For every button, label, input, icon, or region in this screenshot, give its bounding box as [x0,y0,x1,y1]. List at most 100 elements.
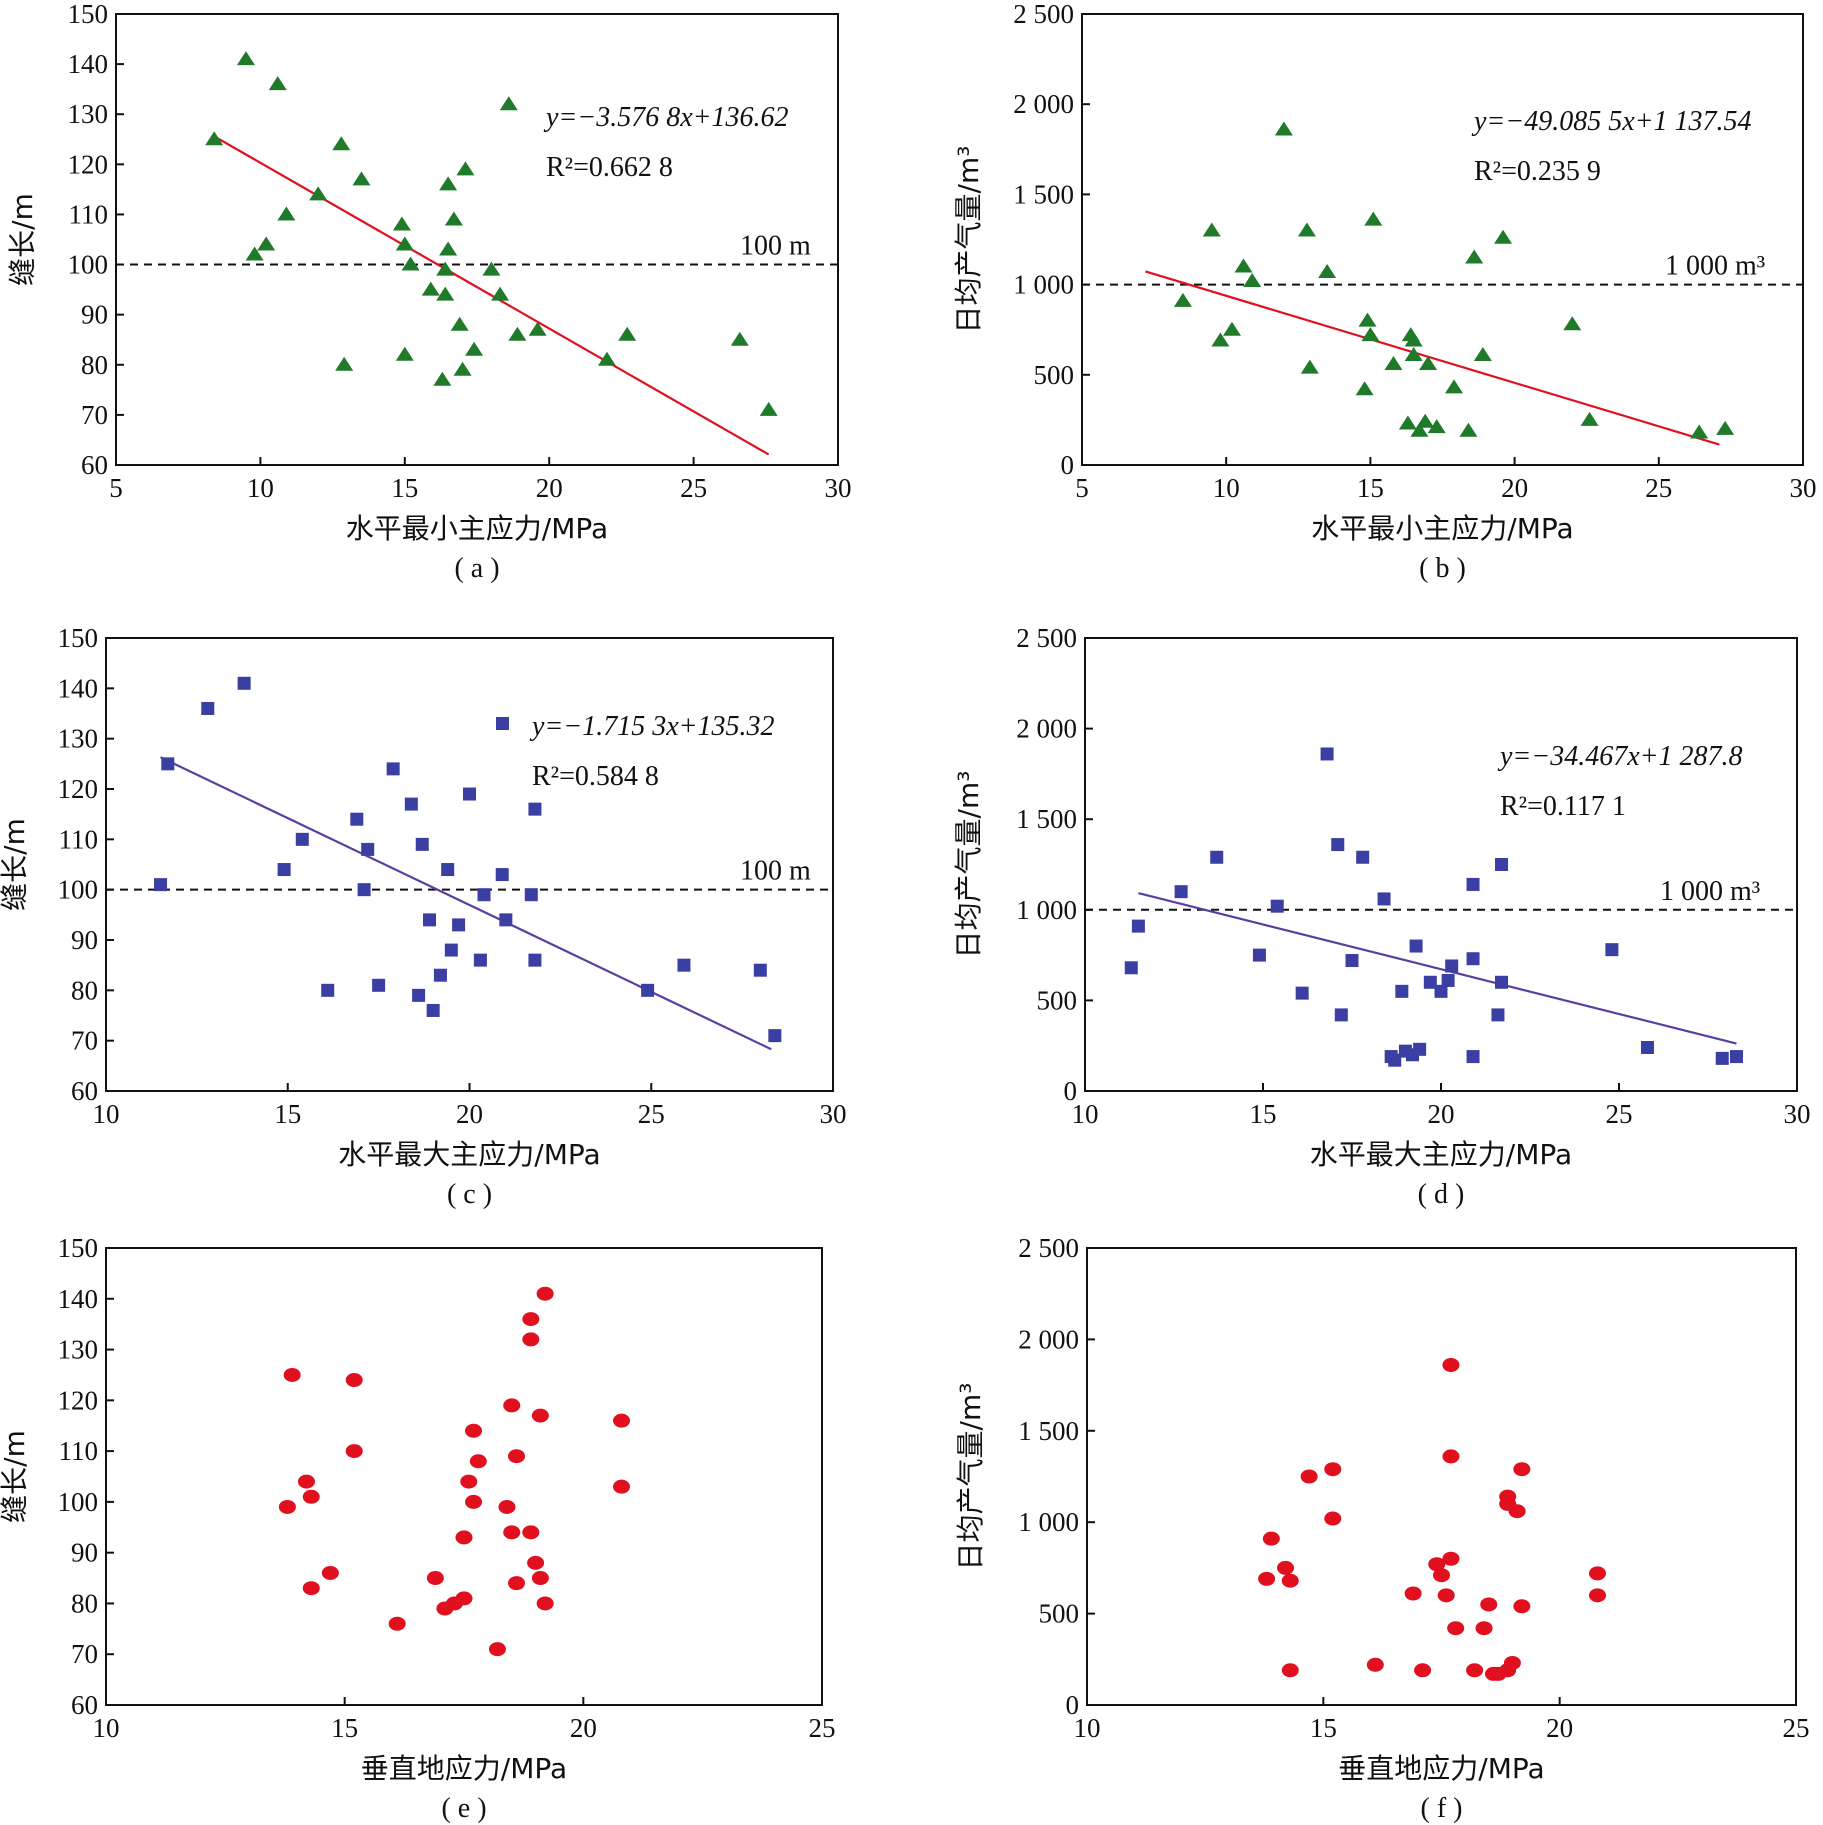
data-point [1473,346,1492,361]
data-point [321,983,335,997]
data-point [1459,422,1478,437]
data-point [1281,1663,1299,1678]
data-point [412,988,426,1002]
data-point [1277,1560,1295,1575]
x-tick-label: 5 [1075,473,1089,503]
fit-line [213,135,770,456]
x-tick-label: 30 [820,1099,847,1129]
data-point [415,837,429,851]
y-tick-label: 1 500 [1018,1416,1079,1446]
data-point [439,241,458,256]
data-point [332,136,351,151]
y-axis-label: 缝长/m [0,818,31,911]
data-point [1345,954,1359,968]
data-point [361,842,375,856]
x-tick-label: 25 [809,1713,836,1743]
data-point [528,953,542,967]
data-point [321,1565,339,1580]
x-axis-label: 水平最小主应力/MPa [1311,512,1573,545]
data-point [421,281,440,296]
y-tick-label: 1 000 [1016,895,1077,925]
fit-line [1138,892,1737,1045]
data-point [463,787,476,801]
data-point [1475,1621,1493,1636]
x-tick-label: 15 [274,1099,301,1129]
data-point [522,1332,540,1347]
y-tick-label: 80 [81,350,108,380]
x-tick-label: 30 [1790,473,1817,503]
y-axis-label: 日均产气量/m³ [952,771,985,959]
y-tick-label: 60 [71,1076,98,1106]
data-point [465,1423,483,1438]
data-point [1445,379,1464,394]
data-point [1503,1655,1521,1670]
y-tick-label: 150 [58,623,99,653]
data-point [1716,420,1735,435]
data-point [1563,316,1582,331]
y-tick-label: 500 [1034,360,1075,390]
data-point [1356,850,1370,864]
reference-label: 100 m [740,231,811,262]
data-point [527,1555,545,1570]
data-point [536,1596,554,1611]
data-point [1364,211,1383,226]
y-axis-label: 日均产气量/m³ [952,146,985,334]
data-point [1466,1663,1484,1678]
y-tick-label: 130 [58,1335,99,1365]
x-tick-label: 10 [93,1713,120,1743]
data-point [1442,1357,1460,1372]
plot-frame [105,1247,823,1706]
panel-b: 5 10 15 20 25 30 0 500 1 000 1 500 2 000 2 500 水平最小主… [952,0,1817,584]
y-tick-label: 2 500 [1013,0,1074,29]
data-point [1441,973,1455,987]
data-point [1358,312,1377,327]
y-tick-label: 0 [1066,1690,1080,1720]
data-point [1395,984,1409,998]
data-point [277,206,296,221]
x-tick-label: 10 [93,1099,120,1129]
y-tick-label: 110 [69,199,109,229]
data-point [450,316,469,331]
data-point [1388,1053,1402,1067]
data-point [1414,1663,1432,1678]
fit-r2: R²=0.584 8 [532,761,659,792]
data-point [1413,1042,1427,1056]
x-axis-label: 水平最大主应力/MPa [1310,1138,1572,1171]
data-point [1355,381,1374,396]
y-tick-label: 2 500 [1016,623,1077,653]
data-point [1331,838,1345,852]
data-point [1295,986,1309,1000]
data-point [522,1525,540,1540]
data-point [205,131,224,146]
data-point [531,1571,549,1586]
data-point [395,346,414,361]
y-tick-label: 120 [68,149,109,179]
y-tick-label: 2 500 [1018,1233,1079,1263]
data-point [1243,272,1262,287]
data-point [441,863,455,877]
fit-equation: y=−1.715 3x+135.32 [529,711,775,742]
data-point [455,1591,473,1606]
data-point [404,797,418,811]
plot-frame [1084,637,1798,1092]
data-point [1404,346,1423,361]
data-point [465,1494,483,1509]
data-point [753,963,767,977]
data-point [1442,1551,1460,1566]
data-point [1428,1557,1446,1572]
data-point [1466,877,1480,891]
data-point [453,361,472,376]
data-point [528,802,542,816]
data-point [1404,1586,1422,1601]
y-tick-label: 140 [58,673,99,703]
y-tick-label: 100 [58,875,99,905]
data-point [498,1499,516,1514]
reference-label: 100 m [740,856,811,887]
data-point [283,1367,301,1382]
data-point [1211,332,1230,347]
y-tick-label: 0 [1061,450,1075,480]
fit-r2: R²=0.117 1 [1500,791,1626,822]
data-point [350,812,364,826]
x-tick-label: 25 [638,1099,665,1129]
data-point [1281,1573,1299,1588]
